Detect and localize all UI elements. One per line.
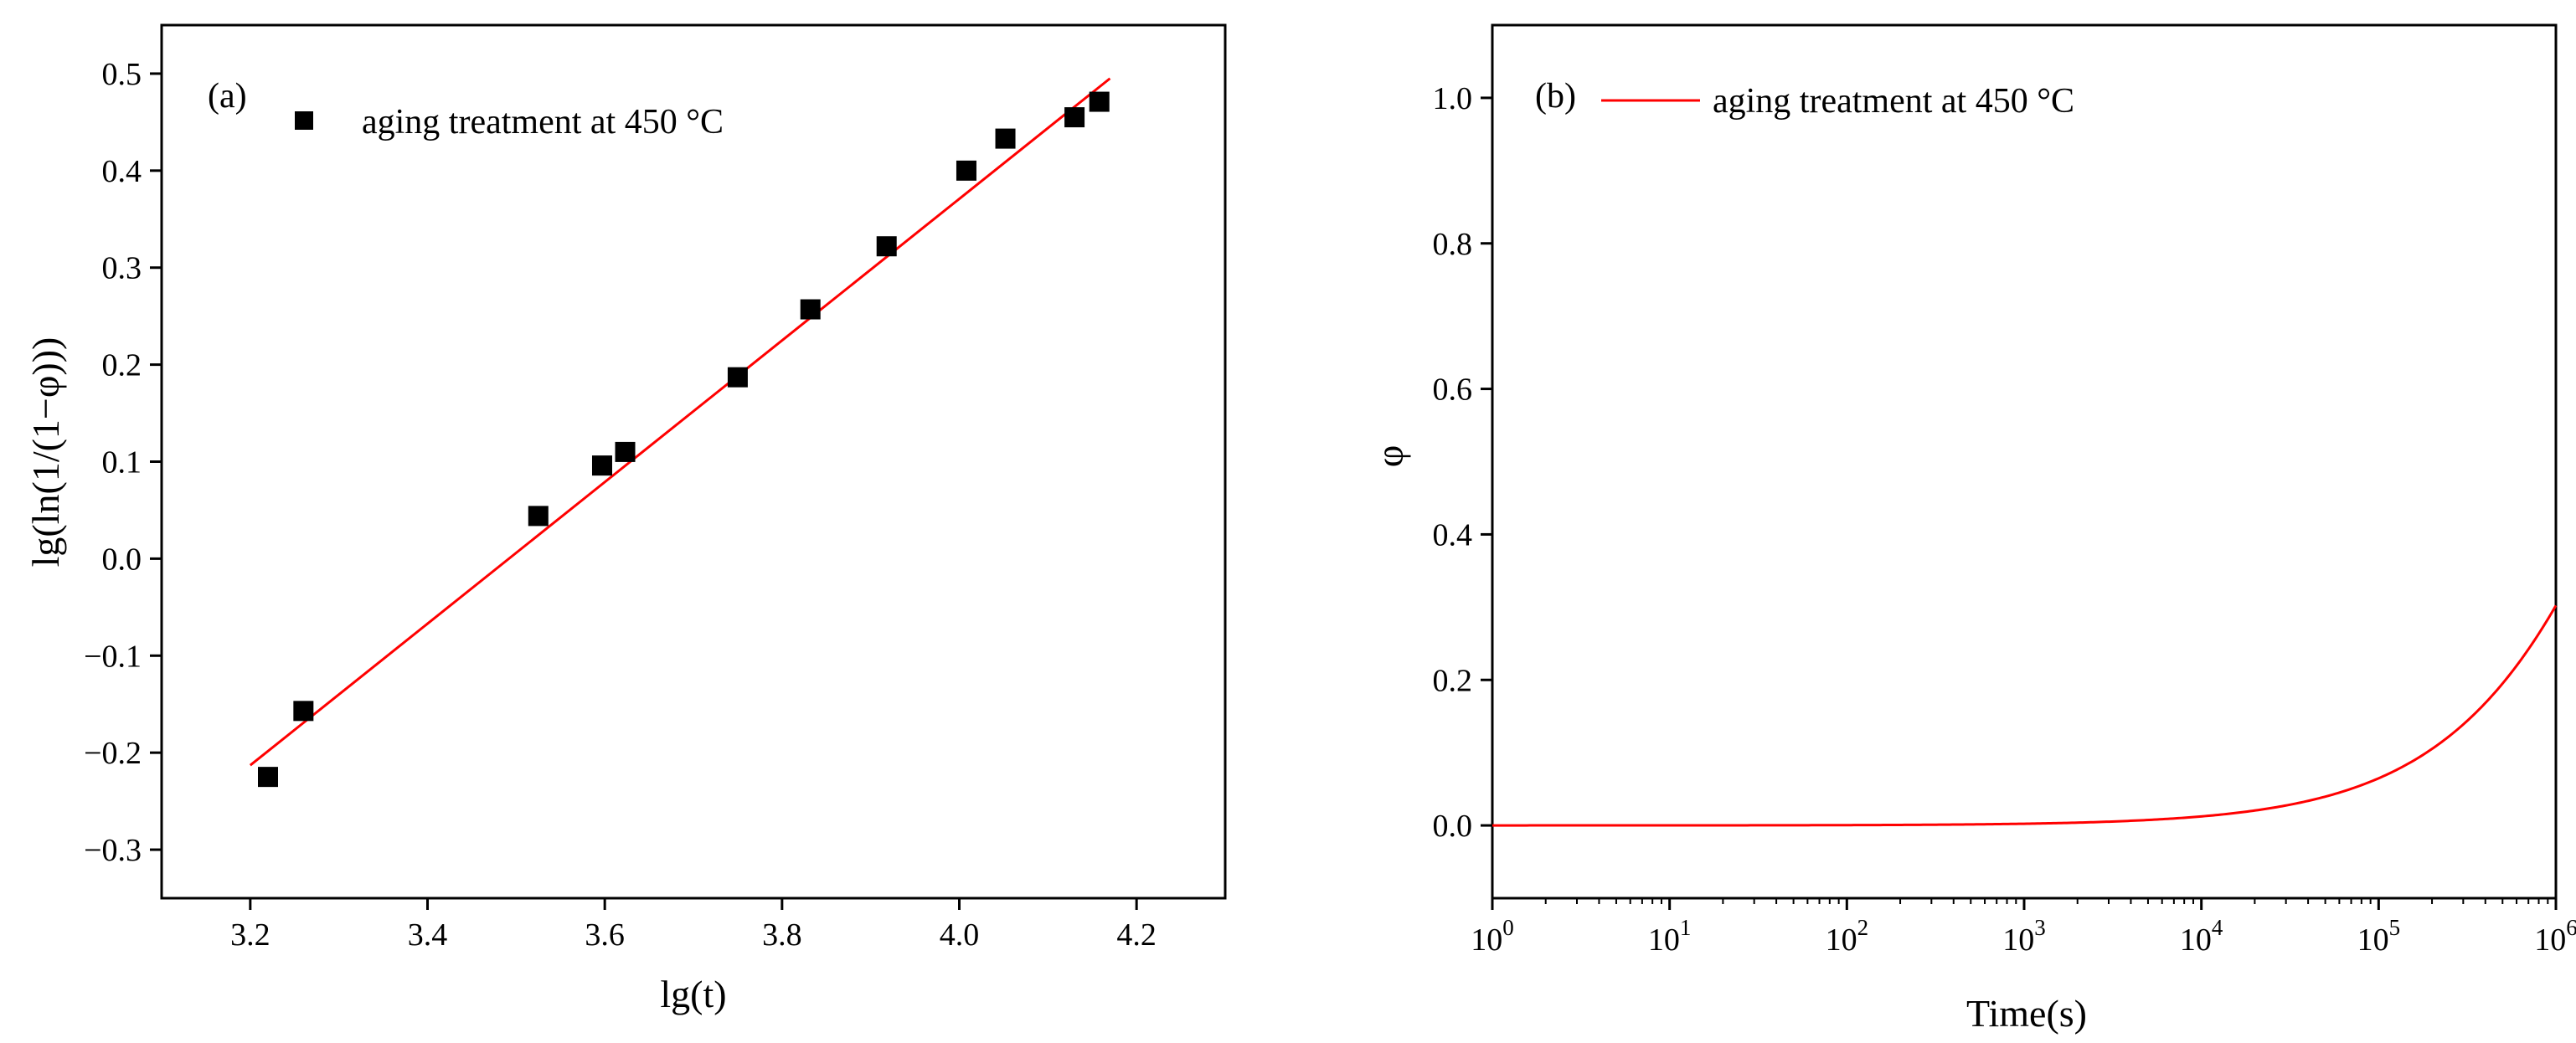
panel-a-scatter-chart: 3.2 3.4 3.6 3.8 4.0 4.2 −0.3 −0.2 −0.1 0.0 0.1 0.2… (24, 23, 1227, 1015)
panel-b-series-line (1492, 604, 2558, 827)
panel-a-data-point (1064, 107, 1085, 128)
panel-a-x-tick-label: 3.4 (408, 917, 448, 953)
panel-b-y-tick-label: 0.2 (1433, 663, 1473, 698)
panel-a-marker-series (258, 91, 1110, 788)
panel-a-y-tick-label: 0.3 (102, 251, 142, 286)
panel-a-legend: aging treatment at 450 °C (295, 103, 724, 141)
panel-a-data-point (956, 160, 976, 181)
panel-a-y-tick-label: 0.4 (102, 154, 142, 189)
panel-a-y-tick-label: 0.2 (102, 348, 142, 383)
panel-a-data-point (727, 367, 748, 388)
panel-a-y-tick-label: 0.0 (102, 542, 142, 577)
panel-a-plot-frame (160, 23, 1227, 900)
panel-b-x-axis-label: Time(s) (1966, 992, 2087, 1035)
panel-b-plot-frame (1491, 23, 2558, 900)
panel-b-x-tick-label: 105 (2357, 915, 2401, 958)
panel-a-data-point (293, 701, 314, 722)
panel-b-y-tick-label: 1.0 (1433, 81, 1473, 116)
panel-a-label: (a) (208, 77, 247, 116)
panel-b-x-tick-label: 102 (1826, 915, 1869, 958)
panel-a-y-tick-label: 0.1 (102, 445, 142, 480)
panel-a-fit-series (249, 77, 1111, 767)
panel-a-x-tick-label: 3.8 (762, 917, 802, 953)
panel-a-x-tick-label: 3.2 (230, 917, 270, 953)
panel-b-y-tick-label: 0.0 (1433, 809, 1473, 844)
panel-b-y-axis-label: φ (1368, 445, 1411, 468)
panel-a-y-tick-label: −0.3 (84, 833, 142, 868)
panel-b-x-tick-label: 101 (1648, 915, 1692, 958)
panel-b-y-tick-label: 0.8 (1433, 227, 1473, 262)
panel-a-data-point (258, 767, 278, 788)
panel-b-line-chart: 100 101 102 103 104 105 106 0.0 0.2 0.4 0.6 0.8 1.0… (1368, 23, 2576, 1035)
panel-a-data-point (615, 441, 636, 462)
panel-b-y-tick-label: 0.6 (1433, 372, 1473, 408)
panel-a-x-axis-label: lg(t) (660, 973, 726, 1015)
panel-b-y-tick-label: 0.4 (1433, 517, 1473, 552)
panel-a-x-tick-label: 4.0 (940, 917, 980, 953)
panel-a-data-point (995, 128, 1016, 149)
panel-a-x-axis: 3.2 3.4 3.6 3.8 4.0 4.2 (230, 898, 1157, 953)
panel-a-data-point (591, 455, 612, 476)
panel-a-legend-label: aging treatment at 450 °C (362, 103, 724, 141)
panel-a-y-tick-label: 0.5 (102, 57, 142, 92)
panel-a-y-axis: −0.3 −0.2 −0.1 0.0 0.1 0.2 0.3 0.4 0.5 (84, 57, 162, 868)
panel-a-data-point (528, 506, 549, 527)
panel-a-x-tick-label: 3.6 (585, 917, 625, 953)
panel-b-legend-label: aging treatment at 450 °C (1713, 82, 2074, 121)
panel-a-legend-marker (295, 111, 313, 130)
panel-a-data-point (800, 299, 821, 320)
panel-b-legend: aging treatment at 450 °C (1601, 82, 2074, 121)
panel-b-x-axis: 100 101 102 103 104 105 106 (1471, 898, 2576, 958)
panel-a-y-axis-label: lg(ln(1/(1−φ))) (24, 337, 67, 568)
panel-a-data-point (1089, 91, 1110, 112)
panel-b-x-tick-label: 100 (1471, 915, 1514, 958)
panel-a-x-tick-label: 4.2 (1116, 917, 1157, 953)
panel-a-fit-line (249, 77, 1111, 767)
panel-a-y-tick-label: −0.1 (84, 639, 142, 674)
panel-b-label: (b) (1535, 77, 1576, 116)
panel-b-y-axis: 0.0 0.2 0.4 0.6 0.8 1.0 (1433, 81, 1492, 844)
panel-b-x-tick-label: 106 (2534, 915, 2576, 958)
panel-b-x-tick-label: 103 (2002, 915, 2046, 958)
panel-a-data-point (876, 236, 897, 257)
panel-a-y-tick-label: −0.2 (84, 736, 142, 771)
panel-b-x-tick-label: 104 (2180, 915, 2223, 958)
